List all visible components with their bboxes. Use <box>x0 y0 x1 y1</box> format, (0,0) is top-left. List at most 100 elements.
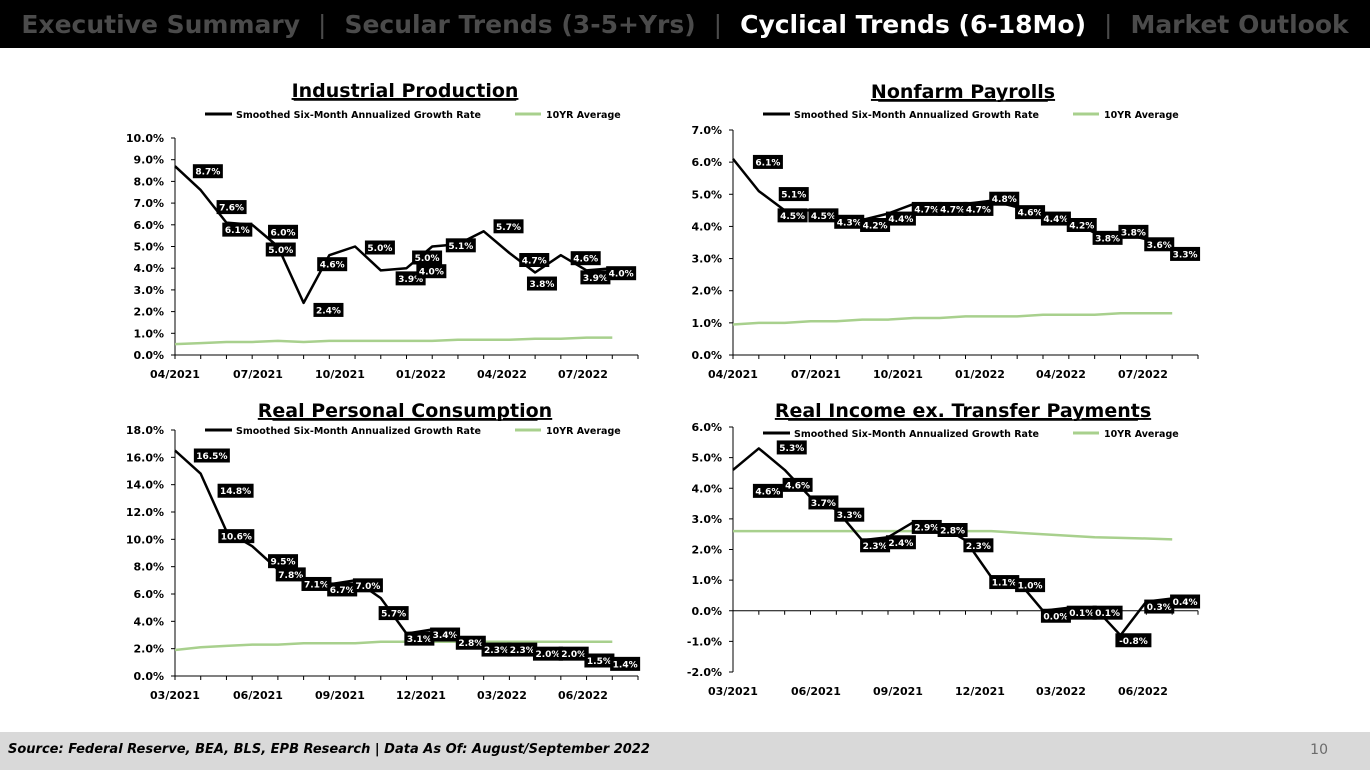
data-label-box <box>989 191 1020 206</box>
x-tick-label: 06/2021 <box>233 689 283 702</box>
data-label-box <box>558 646 589 661</box>
y-tick-label: 2.0% <box>691 544 722 557</box>
data-label-box <box>222 222 253 237</box>
x-tick-label: 03/2021 <box>150 689 200 702</box>
nav-executive-summary[interactable]: Executive Summary <box>21 9 301 39</box>
data-label: 1.5% <box>587 657 612 667</box>
data-label-box <box>989 575 1020 590</box>
x-tick-label: 01/2022 <box>396 368 446 381</box>
x-tick-label: 07/2021 <box>233 368 283 381</box>
x-tick-label: 03/2022 <box>1036 685 1086 698</box>
data-label-box <box>218 529 255 544</box>
legend-label-main: Smoothed Six-Month Annualized Growth Rat… <box>794 429 1039 440</box>
data-label: 4.4% <box>888 215 913 225</box>
data-label-box <box>752 154 783 169</box>
data-label: 4.5% <box>811 212 836 222</box>
chart-panel-4: Real Income ex. Transfer Payments Smoothe… <box>687 400 1201 698</box>
data-label-box <box>268 224 299 239</box>
chart-panel-3: Real Personal Consumption Smoothed Six-Mo… <box>126 400 641 702</box>
data-label-box <box>1066 605 1097 620</box>
data-label: 3.6% <box>1147 241 1172 251</box>
y-tick-label: 10.0% <box>126 533 164 546</box>
data-label: 9.5% <box>271 558 296 568</box>
data-label: 4.7% <box>940 205 965 215</box>
chart-title: Real Income ex. Transfer Payments <box>775 400 1151 422</box>
y-tick-label: 5.0% <box>133 241 164 254</box>
data-label: -0.8% <box>1119 637 1148 647</box>
data-label: 3.1% <box>407 635 432 645</box>
x-tick-label: 10/2021 <box>873 368 923 381</box>
x-tick-label: 06/2022 <box>1118 685 1168 698</box>
data-label: 6.7% <box>330 586 355 596</box>
nav-secular-trends[interactable]: Secular Trends (3-5+Yrs) <box>344 9 696 39</box>
section-nav: Executive Summary | Secular Trends (3-5+… <box>0 0 1370 48</box>
nav-separator: | <box>318 9 327 39</box>
nav-market-outlook[interactable]: Market Outlook <box>1130 9 1349 39</box>
data-label: 1.0% <box>1018 582 1043 592</box>
data-label: 5.0% <box>268 246 293 256</box>
data-label: 7.0% <box>355 582 380 592</box>
data-label: 4.5% <box>780 212 805 222</box>
x-tick-label: 12/2021 <box>396 689 446 702</box>
x-tick-label: 07/2022 <box>1118 368 1168 381</box>
data-label: 7.1% <box>304 580 329 590</box>
data-label: 0.1% <box>1069 609 1094 619</box>
data-label: 4.2% <box>863 222 888 232</box>
data-label-box <box>584 653 615 668</box>
data-label: 3.3% <box>1173 250 1198 260</box>
y-tick-label: 3.0% <box>691 253 722 266</box>
data-label: 0.1% <box>1095 609 1120 619</box>
y-tick-label: 0.0% <box>691 605 722 618</box>
data-label-box <box>1015 205 1046 220</box>
y-tick-label: 0.0% <box>691 349 722 362</box>
x-tick-label: 03/2022 <box>477 689 527 702</box>
data-label-box <box>327 582 358 597</box>
data-label: 4.6% <box>573 255 598 265</box>
nav-cyclical-trends[interactable]: Cyclical Trends (6-18Mo) <box>740 9 1086 39</box>
data-label-box <box>1144 599 1175 614</box>
data-label-box <box>1118 224 1149 239</box>
data-label-box <box>265 242 296 257</box>
y-tick-label: 5.0% <box>691 188 722 201</box>
chart-title: Nonfarm Payrolls <box>871 81 1055 103</box>
data-label: 4.0% <box>609 270 634 280</box>
data-label-box <box>963 538 994 553</box>
data-label: 2.8% <box>458 639 483 649</box>
data-label-box <box>777 208 808 223</box>
data-label-box <box>1092 230 1123 245</box>
data-label: 4.3% <box>837 218 862 228</box>
y-tick-label: 5.0% <box>691 452 722 465</box>
data-label-box <box>364 240 395 255</box>
data-label: 4.7% <box>966 205 991 215</box>
data-label-box <box>455 635 486 650</box>
y-tick-label: 3.0% <box>133 284 164 297</box>
data-label-box <box>1092 605 1123 620</box>
data-label: 4.7% <box>522 257 547 267</box>
data-label-box <box>1144 237 1175 252</box>
data-label: 2.9% <box>914 523 939 533</box>
data-label-box <box>526 276 557 291</box>
legend-label-average: 10YR Average <box>546 110 621 121</box>
x-tick-label: 07/2021 <box>791 368 841 381</box>
y-tick-label: -2.0% <box>687 666 722 679</box>
data-label-box <box>911 201 942 216</box>
data-label: 8.7% <box>195 168 220 178</box>
data-label-box <box>808 208 839 223</box>
y-tick-label: 2.0% <box>133 643 164 656</box>
data-label-box <box>275 567 306 582</box>
data-label-box <box>606 266 637 281</box>
data-label-box <box>860 218 891 232</box>
data-label: 4.2% <box>1069 222 1094 232</box>
data-label-box <box>507 642 538 657</box>
data-label: 6.1% <box>755 158 780 168</box>
y-tick-label: 18.0% <box>126 424 164 437</box>
data-label: 4.6% <box>785 481 810 491</box>
data-label-box <box>519 253 550 268</box>
legend-label-average: 10YR Average <box>546 426 621 437</box>
y-tick-label: 4.0% <box>691 482 722 495</box>
x-tick-label: 09/2021 <box>873 685 923 698</box>
data-label-box <box>1015 578 1046 593</box>
y-tick-label: 0.0% <box>133 670 164 683</box>
series-line-10yr-average <box>174 336 613 346</box>
